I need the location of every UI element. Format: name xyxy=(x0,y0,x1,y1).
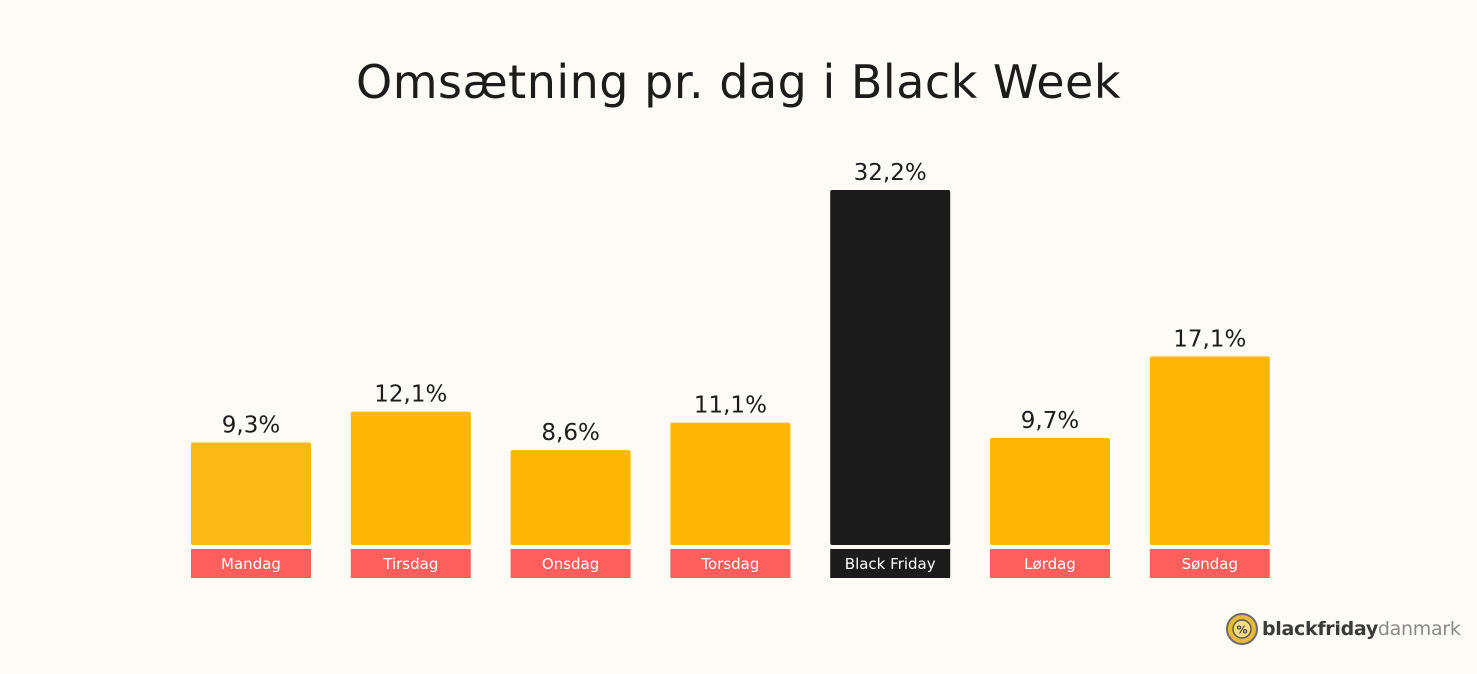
bar-group: 32,2% Black Friday xyxy=(830,160,951,578)
bar-group: 8,6% Onsdag xyxy=(510,420,631,578)
bar-value-label: 11,1% xyxy=(694,393,767,419)
bfd-logo-icon: % xyxy=(1226,613,1258,645)
category-label-bg xyxy=(990,549,1110,578)
category-label: Black Friday xyxy=(845,555,936,573)
chart-title: Omsætning pr. dag i Black Week xyxy=(356,55,1121,109)
bar-value-label: 9,3% xyxy=(222,412,280,438)
category-label-bg xyxy=(350,549,471,578)
category-label-bg xyxy=(830,549,951,578)
bar-group: 12,1% Tirsdag xyxy=(350,382,471,578)
bar-value-label: 12,1% xyxy=(374,382,447,408)
brand-wordmark: blackfridaydanmark xyxy=(1262,618,1461,640)
bar-group: 11,1% Torsdag xyxy=(670,393,791,578)
category-label-bg xyxy=(670,549,791,578)
bar-group: 17,1% Søndag xyxy=(1149,326,1270,578)
bar xyxy=(191,442,311,545)
bar xyxy=(1149,356,1270,545)
bar-group: 9,7% Lørdag xyxy=(990,408,1110,578)
category-label: Onsdag xyxy=(542,555,599,573)
category-label: Tirsdag xyxy=(382,555,438,573)
category-label: Mandag xyxy=(221,555,281,573)
bar-value-label: 9,7% xyxy=(1021,408,1079,434)
bar-value-label: 32,2% xyxy=(854,160,927,186)
category-label: Lørdag xyxy=(1024,555,1076,573)
svg-text:%: % xyxy=(1236,624,1247,637)
category-label-bg xyxy=(510,549,631,578)
category-label-bg xyxy=(1149,549,1270,578)
category-label: Torsdag xyxy=(700,555,759,573)
bar-value-label: 17,1% xyxy=(1173,326,1246,352)
bar xyxy=(350,411,471,545)
bar-value-label: 8,6% xyxy=(541,420,599,446)
bar xyxy=(670,422,791,545)
category-label: Søndag xyxy=(1182,555,1238,573)
brand-name-light: danmark xyxy=(1377,618,1461,640)
brand-name-bold: blackfriday xyxy=(1262,618,1378,640)
bar xyxy=(510,450,631,545)
bar xyxy=(990,438,1110,545)
category-label-bg xyxy=(191,549,311,578)
bar xyxy=(830,190,951,545)
brand-logo: % blackfridaydanmark xyxy=(1226,612,1461,646)
bar-group: 9,3% Mandag xyxy=(191,412,311,578)
